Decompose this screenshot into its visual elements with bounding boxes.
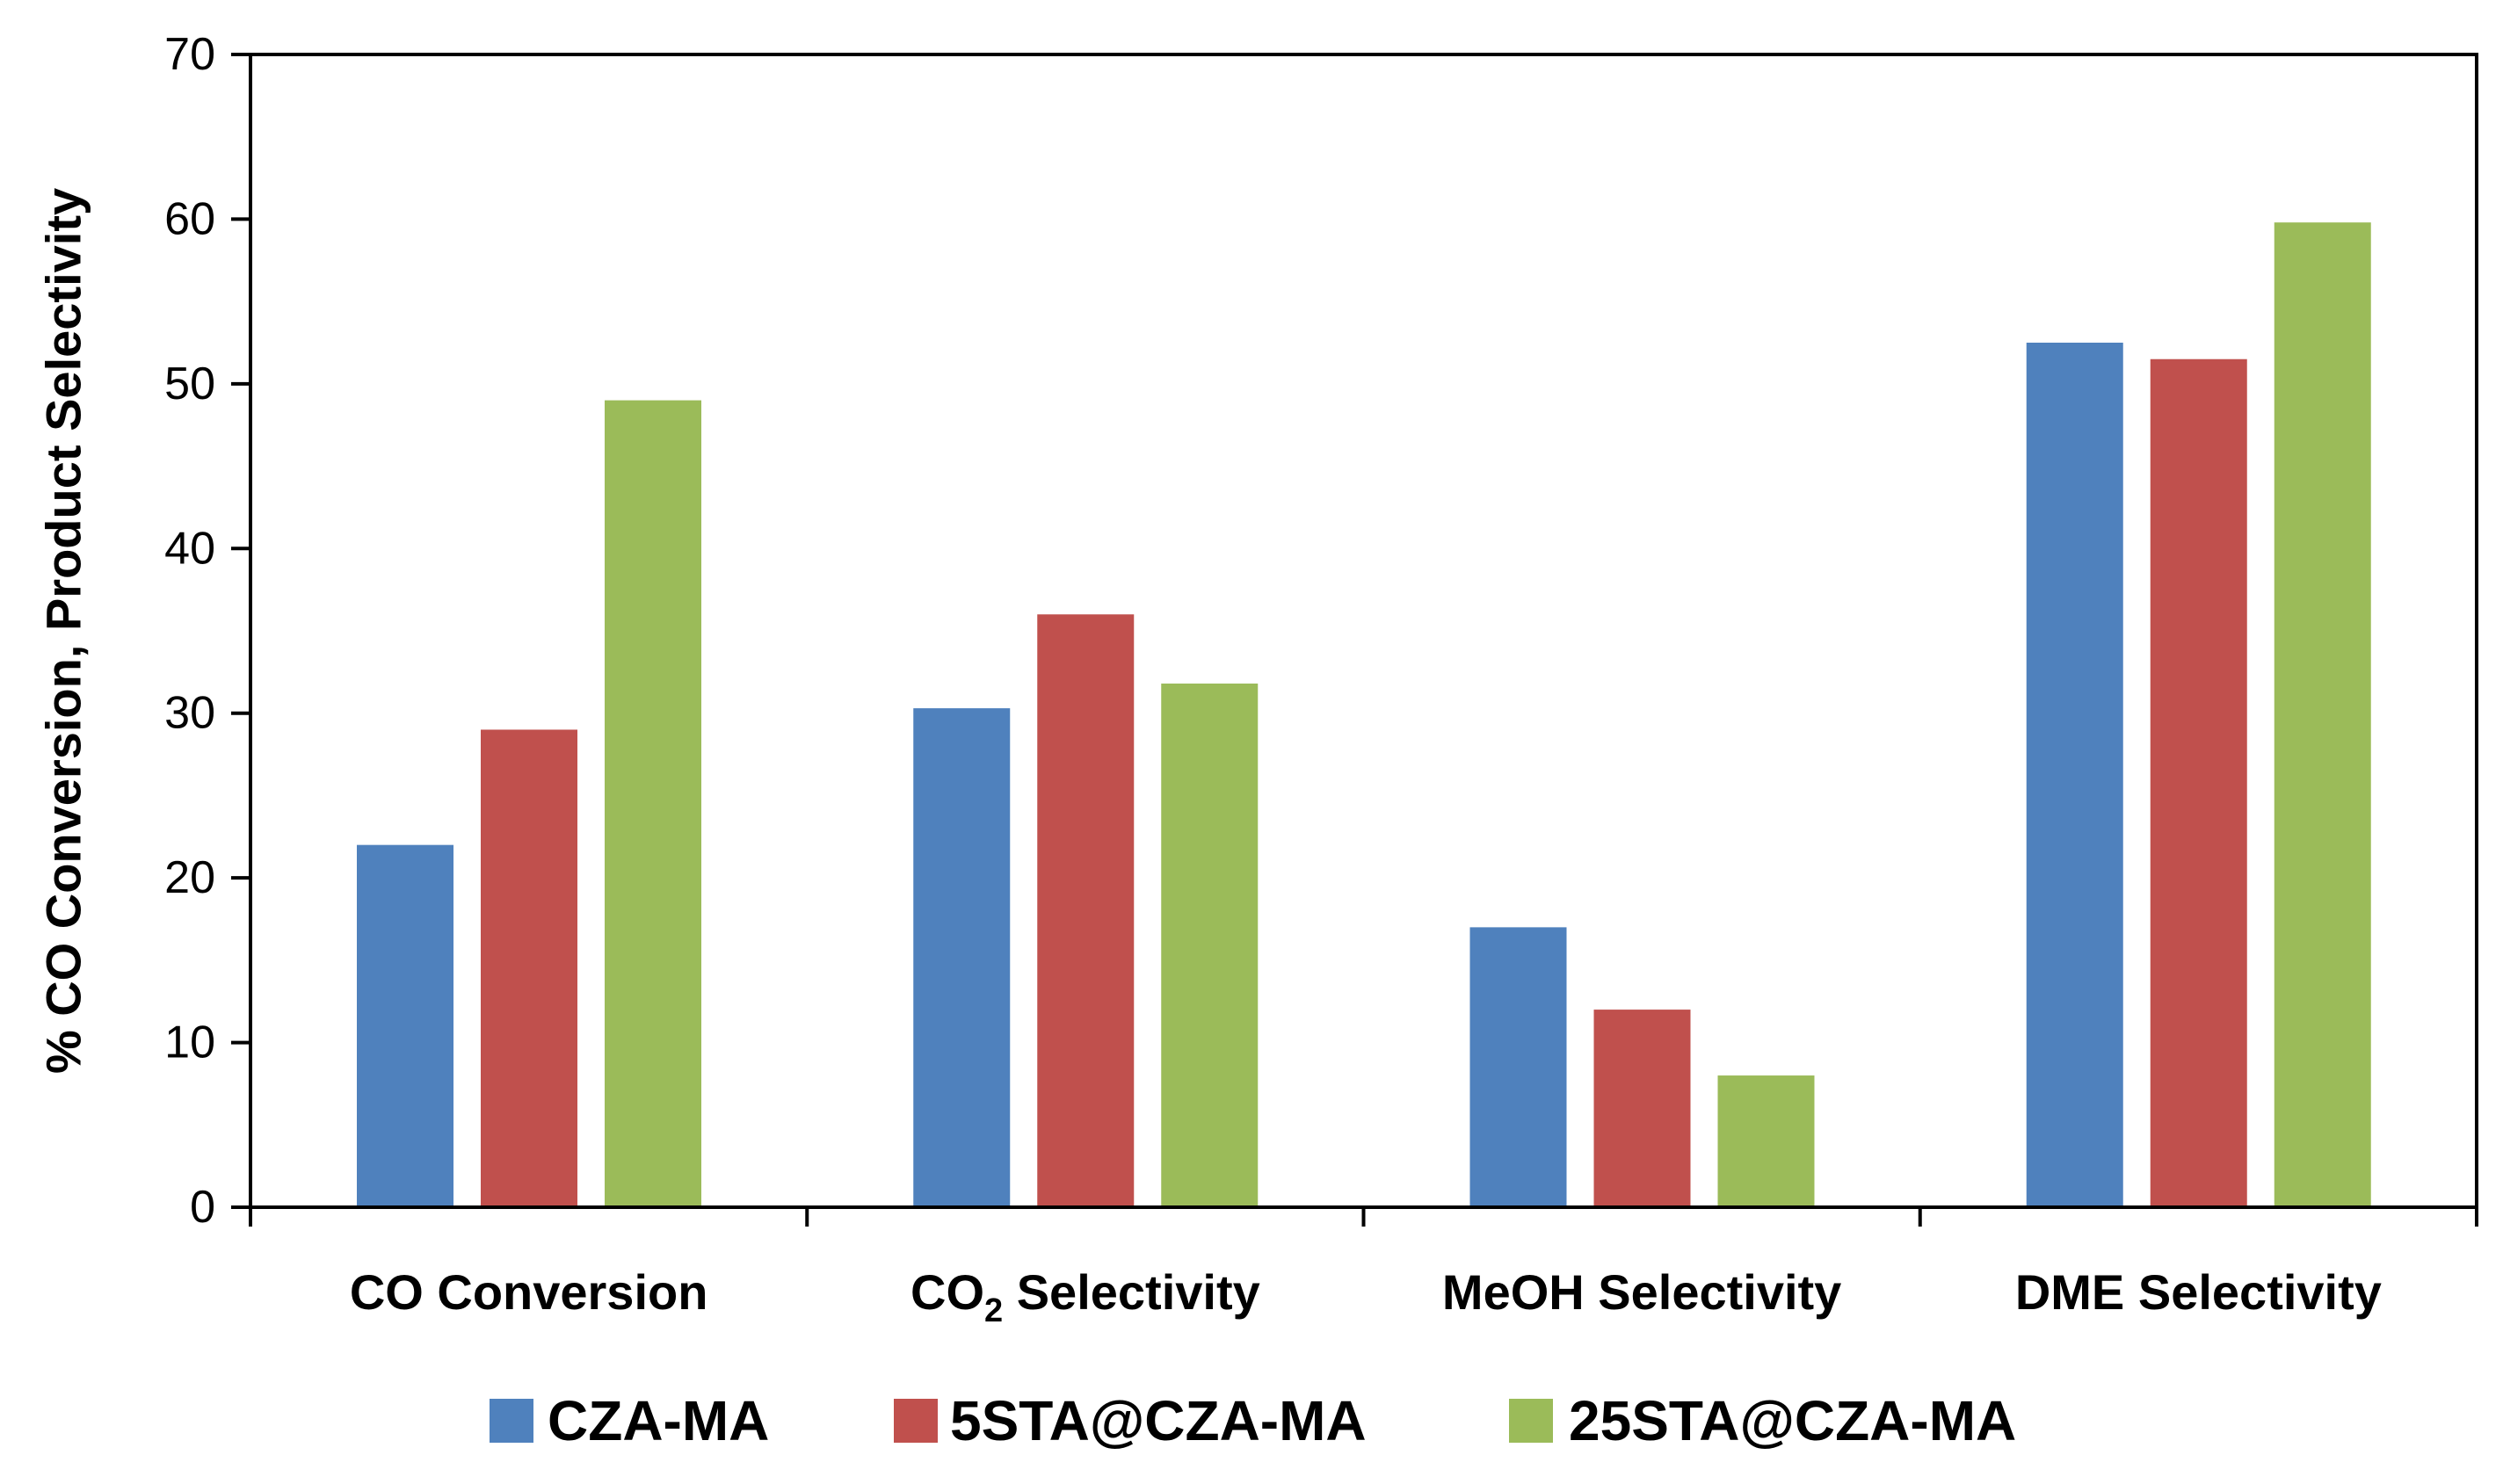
x-category-label: CO Conversion — [350, 1264, 708, 1320]
y-tick-label: 50 — [164, 358, 215, 409]
legend-label: 25STA@CZA-MA — [1569, 1389, 2016, 1452]
bar-0-3 — [2026, 343, 2123, 1207]
x-category-label: MeOH Selectivity — [1442, 1264, 1841, 1320]
plot-frame — [249, 53, 2478, 1209]
bar-2-3 — [2274, 222, 2371, 1208]
x-category-label: CO2 Selectivity — [911, 1264, 1260, 1329]
y-tick-label: 10 — [164, 1017, 215, 1068]
x-category-label: DME Selectivity — [2015, 1264, 2382, 1320]
bar-0-2 — [1469, 927, 1567, 1207]
bar-2-1 — [1161, 683, 1259, 1207]
axes-group — [231, 53, 2478, 1227]
y-tick-label: 20 — [164, 852, 215, 903]
legend-label: 5STA@CZA-MA — [950, 1389, 1367, 1452]
bars-group — [357, 222, 2371, 1208]
legend-swatch — [490, 1399, 533, 1443]
legend-swatch — [1509, 1399, 1553, 1443]
bar-1-2 — [1593, 1010, 1691, 1207]
y-tick-label: 30 — [164, 688, 215, 739]
bar-0-0 — [357, 844, 453, 1207]
y-axis-title: % CO Conversion, Product Selectivity — [36, 188, 91, 1074]
legend: CZA-MA 5STA@CZA-MA 25STA@CZA-MA — [490, 1389, 2016, 1452]
bar-2-2 — [1717, 1075, 1815, 1207]
legend-label: CZA-MA — [548, 1389, 769, 1452]
labels-group: 0 10 20 30 40 50 60 70 CO Conversion CO2 Selectiv… — [36, 29, 2382, 1329]
y-tick-label: 70 — [164, 29, 215, 80]
bar-1-1 — [1037, 614, 1135, 1207]
bar-0-1 — [913, 708, 1011, 1207]
bar-1-3 — [2150, 358, 2247, 1207]
y-tick-label: 40 — [164, 523, 215, 574]
bar-2-0 — [605, 400, 701, 1208]
y-tick-label: 0 — [190, 1182, 215, 1233]
bar-1-0 — [481, 729, 577, 1207]
legend-swatch — [894, 1399, 938, 1443]
y-tick-label: 60 — [164, 193, 215, 244]
